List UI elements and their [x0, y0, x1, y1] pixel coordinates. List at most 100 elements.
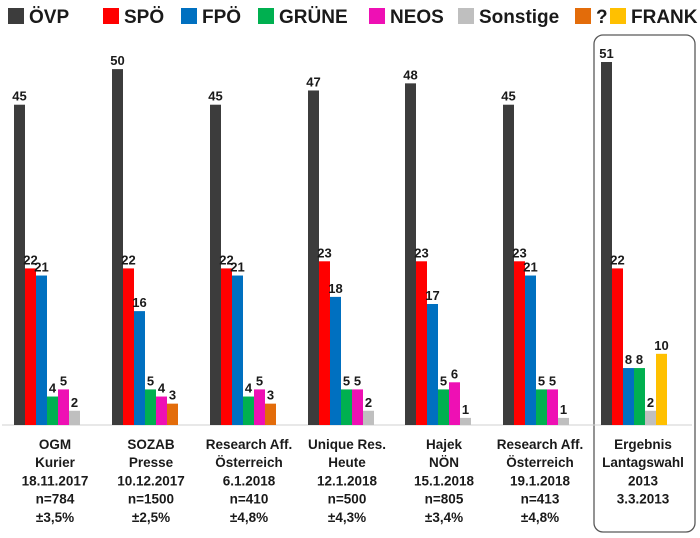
bar-neos-group-5 [449, 382, 460, 425]
category-label-line: 19.1.2018 [510, 473, 571, 488]
value-label-fpoe-group-4: 18 [328, 281, 342, 296]
category-label-group-3: Research Aff. Österreich 6.1.2018 n=410 ±4,8… [206, 437, 293, 525]
category-label-line: Heute [328, 455, 366, 470]
bar-neos-group-6 [547, 389, 558, 425]
bar-neos-group-2 [156, 396, 167, 425]
value-label-oevp-group-3: 45 [208, 89, 222, 104]
legend-swatch-sonstige [458, 8, 474, 24]
category-label-line: 18.11.2017 [22, 473, 89, 488]
category-label-group-4: Unique Res. Heute 12.1.2018 n=500 ±4,3% [308, 437, 386, 525]
value-label-oevp-group-6: 45 [501, 89, 515, 104]
bar-spoe-group-4 [319, 261, 330, 425]
bar-oevp-group-7 [601, 62, 612, 425]
bar-sonstige-group-7 [645, 410, 656, 425]
value-label-fpoe-group-3: 21 [230, 260, 244, 275]
category-label-line: NÖN [429, 455, 459, 470]
legend-label-sonstige: Sonstige [479, 7, 559, 28]
value-label-gruene-group-4: 5 [343, 373, 350, 388]
bars [14, 62, 667, 426]
bar-spoe-group-7 [612, 268, 623, 425]
category-label-line: n=1500 [128, 492, 174, 507]
category-label-line: Research Aff. [206, 437, 293, 452]
value-label-oevp-group-1: 45 [12, 89, 26, 104]
legend-swatch-frank [610, 8, 626, 24]
bar-sonstige-group-6 [558, 417, 569, 425]
category-label-line: 15.1.2018 [414, 473, 475, 488]
value-label-sonstige-group-5: 1 [462, 402, 469, 417]
value-label-unknown-group-2: 3 [169, 388, 176, 403]
bar-neos-group-4 [352, 389, 363, 425]
category-label-line: 2013 [628, 473, 659, 488]
bar-fpoe-group-3 [232, 275, 243, 425]
bar-spoe-group-2 [123, 268, 134, 425]
value-label-spoe-group-1: 22 [23, 252, 37, 267]
legend-swatch-gruene [258, 8, 274, 24]
value-label-neos-group-6: 5 [549, 373, 556, 388]
bar-frank-group-7 [656, 353, 667, 425]
category-label-group-1: OGM Kurier 18.11.2017 n=784 ±3,5% [22, 437, 89, 525]
value-label-sonstige-group-7: 2 [647, 395, 654, 410]
value-label-oevp-group-4: 47 [306, 74, 320, 89]
bar-gruene-group-1 [47, 396, 58, 425]
value-label-fpoe-group-1: 21 [34, 260, 48, 275]
bar-sonstige-group-5 [460, 417, 471, 425]
bar-neos-group-1 [58, 389, 69, 425]
bar-gruene-group-3 [243, 396, 254, 425]
category-label-line: ±3,5% [36, 510, 74, 525]
category-label-line: 12.1.2018 [317, 473, 378, 488]
value-label-fpoe-group-6: 21 [523, 260, 537, 275]
value-label-spoe-group-4: 23 [317, 245, 331, 260]
value-label-oevp-group-5: 48 [403, 67, 417, 82]
legend-label-fpoe: FPÖ [202, 7, 241, 28]
value-label-gruene-group-7: 8 [636, 352, 643, 367]
bar-oevp-group-6 [503, 104, 514, 426]
category-label-line: 10.12.2017 [117, 473, 185, 488]
bar-fpoe-group-5 [427, 304, 438, 425]
bar-fpoe-group-1 [36, 275, 47, 425]
value-label-spoe-group-5: 23 [414, 245, 428, 260]
value-label-frank-group-7: 10 [654, 338, 668, 353]
legend-label-spoe: SPÖ [124, 7, 164, 28]
category-label-line: Unique Res. [308, 437, 386, 452]
category-label-group-7: Ergebnis Lantagswahl 2013 3.3.2013 [602, 437, 684, 507]
legend-swatch-oevp [8, 8, 24, 24]
category-label-line: Lantagswahl [602, 455, 684, 470]
bar-sonstige-group-1 [69, 410, 80, 425]
value-label-fpoe-group-5: 17 [425, 288, 439, 303]
bar-spoe-group-5 [416, 261, 427, 425]
category-label-line: n=413 [521, 492, 560, 507]
category-label-line: SOZAB [127, 437, 175, 452]
legend: ÖVP SPÖ FPÖ GRÜNE NEOS Sonstige? FRANK [8, 7, 698, 28]
legend-label-neos: NEOS [390, 7, 444, 28]
value-label-fpoe-group-7: 8 [625, 352, 632, 367]
bar-neos-group-3 [254, 389, 265, 425]
value-label-neos-group-4: 5 [354, 373, 361, 388]
category-label-line: Österreich [215, 455, 283, 470]
bar-gruene-group-2 [145, 389, 156, 425]
bar-unknown-group-3 [265, 403, 276, 425]
category-label-line: ±4,8% [230, 510, 268, 525]
category-label-line: n=784 [36, 492, 75, 507]
legend-label-unknown: ? [596, 7, 608, 28]
category-label-line: ±4,3% [328, 510, 366, 525]
value-label-oevp-group-7: 51 [599, 46, 613, 61]
bar-oevp-group-4 [308, 90, 319, 426]
category-label-line: Presse [129, 455, 174, 470]
category-label-line: ±2,5% [132, 510, 170, 525]
value-label-gruene-group-3: 4 [245, 381, 253, 396]
result-highlight-frame [593, 34, 696, 533]
value-label-spoe-group-3: 22 [219, 252, 233, 267]
bar-gruene-group-5 [438, 389, 449, 425]
value-label-gruene-group-2: 5 [147, 373, 154, 388]
bar-fpoe-group-2 [134, 311, 145, 425]
bar-oevp-group-3 [210, 104, 221, 426]
category-label-line: OGM [39, 437, 71, 452]
category-label-line: n=805 [425, 492, 464, 507]
bar-unknown-group-2 [167, 403, 178, 425]
bar-gruene-group-6 [536, 389, 547, 425]
bar-gruene-group-7 [634, 368, 645, 425]
category-label-line: Kurier [35, 455, 76, 470]
legend-label-frank: FRANK [631, 7, 698, 28]
